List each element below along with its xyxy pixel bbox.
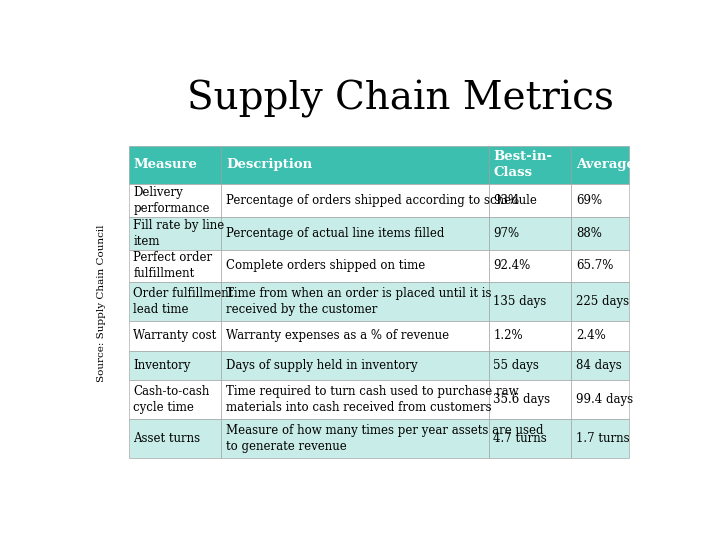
Text: Percentage of orders shipped according to schedule: Percentage of orders shipped according t… <box>226 194 536 207</box>
Text: Days of supply held in inventory: Days of supply held in inventory <box>226 359 418 372</box>
Text: 92.4%: 92.4% <box>493 259 531 273</box>
Bar <box>571 146 629 184</box>
Text: Inventory: Inventory <box>133 359 191 372</box>
Text: 65.7%: 65.7% <box>576 259 613 273</box>
Bar <box>571 249 629 282</box>
Text: 69%: 69% <box>576 194 602 207</box>
Bar <box>571 380 629 419</box>
Bar <box>221 282 489 321</box>
Text: Warranty cost: Warranty cost <box>133 329 217 342</box>
Bar <box>221 146 489 184</box>
Text: Percentage of actual line items filled: Percentage of actual line items filled <box>226 227 444 240</box>
Text: Complete orders shipped on time: Complete orders shipped on time <box>226 259 425 273</box>
Bar <box>571 282 629 321</box>
Bar <box>571 184 629 217</box>
Bar <box>129 282 221 321</box>
Text: Perfect order
fulfillment: Perfect order fulfillment <box>133 252 212 280</box>
Bar <box>221 249 489 282</box>
Bar <box>489 146 571 184</box>
Text: 1.7 turns: 1.7 turns <box>576 431 629 445</box>
Bar <box>129 380 221 419</box>
Bar <box>571 350 629 380</box>
Text: 35.6 days: 35.6 days <box>493 393 550 406</box>
Text: 1.2%: 1.2% <box>493 329 523 342</box>
Text: Description: Description <box>226 158 312 172</box>
Text: 84 days: 84 days <box>576 359 621 372</box>
Bar <box>221 321 489 350</box>
Bar <box>221 419 489 457</box>
Text: Asset turns: Asset turns <box>133 431 201 445</box>
Bar <box>489 184 571 217</box>
Text: Warranty expenses as a % of revenue: Warranty expenses as a % of revenue <box>226 329 449 342</box>
Bar <box>489 282 571 321</box>
Text: 225 days: 225 days <box>576 295 629 308</box>
Text: Cash-to-cash
cycle time: Cash-to-cash cycle time <box>133 385 210 414</box>
Text: Time required to turn cash used to purchase raw
materials into cash received fro: Time required to turn cash used to purch… <box>226 385 518 414</box>
Bar <box>129 184 221 217</box>
Text: Delivery
performance: Delivery performance <box>133 186 210 215</box>
Bar <box>489 380 571 419</box>
Text: Best-in-
Class: Best-in- Class <box>493 151 552 179</box>
Text: Source: Supply Chain Council: Source: Supply Chain Council <box>97 225 106 382</box>
Text: Measure of how many times per year assets are used
to generate revenue: Measure of how many times per year asset… <box>226 424 544 453</box>
Bar <box>489 419 571 457</box>
Text: 99.4 days: 99.4 days <box>576 393 633 406</box>
Bar <box>571 321 629 350</box>
Bar <box>129 350 221 380</box>
Bar <box>571 217 629 249</box>
Text: 88%: 88% <box>576 227 602 240</box>
Bar <box>129 249 221 282</box>
Bar <box>221 380 489 419</box>
Text: Time from when an order is placed until it is
received by the customer: Time from when an order is placed until … <box>226 287 491 316</box>
Bar <box>129 419 221 457</box>
Bar <box>221 217 489 249</box>
Bar <box>221 350 489 380</box>
Text: 55 days: 55 days <box>493 359 539 372</box>
Text: Measure: Measure <box>133 158 197 172</box>
Text: 135 days: 135 days <box>493 295 546 308</box>
Text: 2.4%: 2.4% <box>576 329 606 342</box>
Bar <box>571 419 629 457</box>
Text: 93%: 93% <box>493 194 519 207</box>
Text: 4.7 turns: 4.7 turns <box>493 431 547 445</box>
Bar <box>489 217 571 249</box>
Text: Fill rate by line
item: Fill rate by line item <box>133 219 225 248</box>
Bar <box>221 184 489 217</box>
Bar <box>489 321 571 350</box>
Text: Average: Average <box>576 158 634 172</box>
Bar <box>129 321 221 350</box>
Text: Supply Chain Metrics: Supply Chain Metrics <box>186 80 613 118</box>
Text: 97%: 97% <box>493 227 519 240</box>
Bar <box>489 249 571 282</box>
Text: Order fulfillment
lead time: Order fulfillment lead time <box>133 287 234 316</box>
Bar <box>489 350 571 380</box>
Bar <box>129 146 221 184</box>
Bar <box>129 217 221 249</box>
